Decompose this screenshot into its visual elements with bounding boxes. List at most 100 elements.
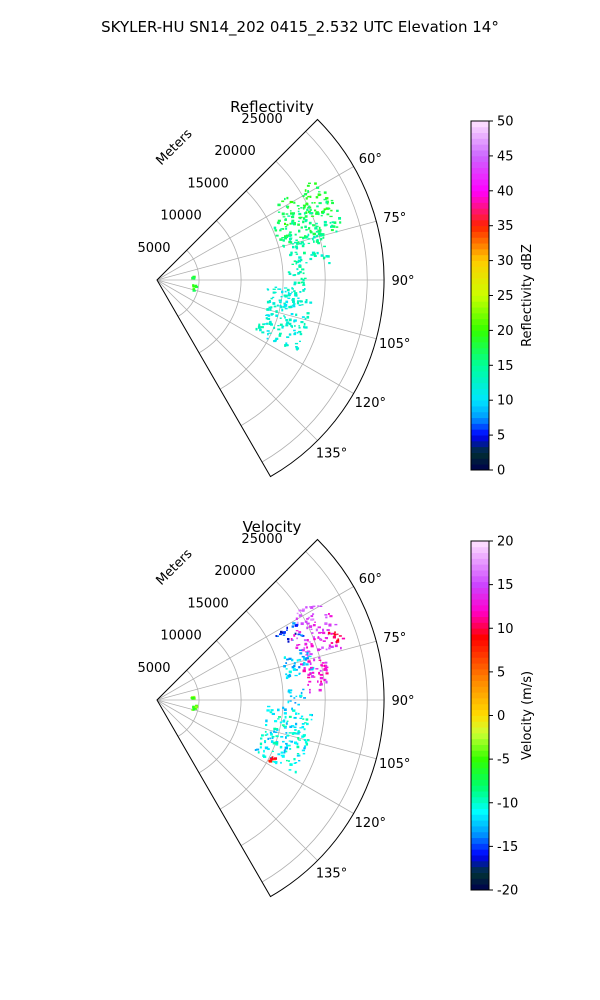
echo-gate	[289, 254, 292, 257]
echo-gate	[294, 702, 297, 704]
echo-gate	[278, 334, 282, 337]
echo-gate	[307, 673, 311, 676]
echo-gate	[287, 700, 290, 704]
range-axis-label: Meters	[154, 546, 196, 588]
colorbar-segment	[471, 541, 489, 548]
echo-gate	[266, 337, 269, 340]
echo-gate	[308, 221, 312, 225]
colorbar-segment	[471, 866, 489, 873]
echo-gate	[316, 234, 318, 237]
colorbar-segment	[471, 645, 489, 652]
echo-gate	[277, 211, 281, 213]
echo-gate	[262, 754, 265, 757]
echo-gate	[304, 326, 308, 329]
echo-gate	[294, 762, 298, 764]
colorbar-segment	[471, 365, 489, 372]
echo-gate	[340, 646, 342, 650]
echo-gate	[282, 740, 285, 743]
echo-gate	[294, 729, 297, 731]
colorbar-segment	[471, 161, 489, 168]
echo-gate	[298, 649, 303, 652]
echo-gate	[314, 621, 316, 623]
colorbar-segment	[471, 767, 489, 775]
echo-gate	[325, 666, 329, 669]
echo-gate	[312, 605, 316, 608]
echo-gate	[279, 288, 282, 290]
colorbar-segment	[471, 411, 489, 419]
echo-gate	[297, 712, 300, 715]
echo-gate	[300, 277, 303, 280]
echo-gate	[282, 306, 286, 308]
colorbar-segment	[471, 639, 489, 647]
echo-gate	[277, 203, 281, 207]
colorbar-segment	[471, 132, 489, 139]
echo-gate	[295, 313, 298, 317]
echo-gate	[306, 184, 310, 187]
echo-gate	[290, 324, 293, 327]
echo-gate	[287, 293, 291, 297]
colorbar-tick-label: 10	[497, 622, 514, 637]
echo-gate	[282, 244, 285, 247]
echo-gate	[276, 304, 279, 307]
echo-gate	[298, 614, 303, 617]
echo-gate	[299, 727, 302, 729]
echo-gate	[303, 661, 306, 664]
echo-gate	[302, 734, 306, 737]
echo-gate	[277, 325, 280, 327]
echo-gate	[285, 323, 288, 326]
range-ring	[198, 640, 242, 774]
colorbar-segment	[471, 190, 489, 198]
echo-gate	[307, 233, 310, 237]
echo-gate	[317, 605, 320, 607]
range-tick-label: 5000	[137, 661, 170, 676]
range-tick-label: 10000	[160, 209, 201, 224]
echo-gate	[286, 626, 289, 630]
echo-gate	[285, 344, 289, 347]
colorbar-segment	[471, 330, 489, 337]
azimuth-spoke	[156, 640, 377, 701]
echo-gate	[266, 709, 270, 712]
echo-gate	[310, 618, 313, 621]
echo-gate	[323, 223, 327, 227]
echo-gate	[281, 308, 284, 312]
echo-gate	[302, 243, 306, 245]
echo-gate	[327, 631, 331, 635]
echo-gate	[285, 662, 288, 664]
echo-gate	[271, 750, 274, 753]
echo-gate	[310, 718, 313, 721]
echo-gate	[192, 706, 195, 708]
echo-gate	[317, 648, 321, 652]
colorbar-segment	[471, 738, 489, 745]
echo-gate	[292, 709, 296, 712]
colorbar-segment	[471, 796, 489, 804]
echo-gate	[289, 241, 293, 244]
colorbar-segment	[471, 779, 489, 786]
echo-gate	[326, 202, 329, 205]
echo-gate	[275, 337, 279, 340]
echo-gate	[316, 205, 319, 208]
echo-gate	[310, 615, 314, 618]
echo-gate	[335, 641, 338, 644]
echo-gate	[303, 747, 306, 750]
colorbar-segment	[471, 663, 489, 670]
range-tick-label: 5000	[137, 241, 170, 256]
echo-gate	[285, 673, 288, 676]
echo-gate	[322, 662, 325, 664]
echo-gate	[307, 739, 310, 742]
echo-gate	[315, 235, 319, 238]
echo-gate	[333, 634, 337, 636]
echo-gate	[299, 236, 302, 239]
azimuth-spoke	[156, 586, 354, 701]
colorbar-segment	[471, 237, 489, 244]
echo-gate	[310, 643, 313, 645]
echo-gate	[261, 331, 265, 334]
echo-gate	[294, 732, 298, 735]
echo-gate	[276, 728, 279, 731]
colorbar-segment	[471, 808, 489, 815]
colorbar-segment	[471, 860, 489, 868]
range-ring	[219, 190, 284, 390]
echo-gate	[300, 207, 303, 209]
echo-gate	[289, 234, 291, 238]
echo-gate	[286, 288, 290, 292]
echo-gate	[272, 288, 276, 290]
